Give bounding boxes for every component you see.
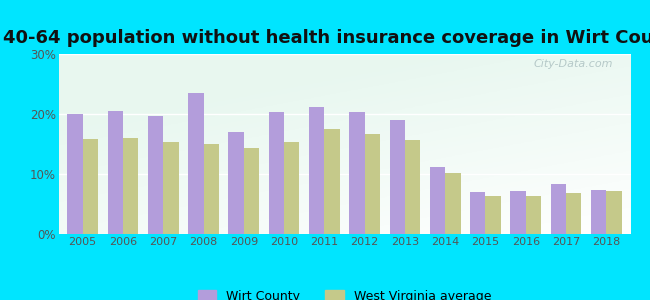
Bar <box>83 139 98 234</box>
Bar <box>324 129 340 234</box>
Bar <box>566 193 581 234</box>
Bar <box>268 112 284 234</box>
Bar <box>229 132 244 234</box>
Bar <box>591 190 606 234</box>
Title: 40-64 population without health insurance coverage in Wirt County: 40-64 population without health insuranc… <box>3 29 650 47</box>
Bar <box>510 191 526 234</box>
Bar <box>163 142 179 234</box>
Bar <box>430 167 445 234</box>
Bar <box>244 148 259 234</box>
Bar <box>470 192 486 234</box>
Bar <box>148 116 163 234</box>
Bar <box>445 173 460 234</box>
Bar <box>606 191 621 234</box>
Legend: Wirt County, West Virginia average: Wirt County, West Virginia average <box>198 290 491 300</box>
Bar <box>349 112 365 234</box>
Bar <box>405 140 421 234</box>
Bar <box>284 142 300 234</box>
Bar <box>108 111 123 234</box>
Bar <box>365 134 380 234</box>
Bar <box>526 196 541 234</box>
Bar <box>123 138 138 234</box>
Bar <box>203 144 219 234</box>
Bar <box>188 93 203 234</box>
Text: City-Data.com: City-Data.com <box>534 59 614 69</box>
Bar <box>551 184 566 234</box>
Bar <box>309 107 324 234</box>
Bar <box>389 120 405 234</box>
Bar <box>68 114 83 234</box>
Bar <box>486 196 500 234</box>
